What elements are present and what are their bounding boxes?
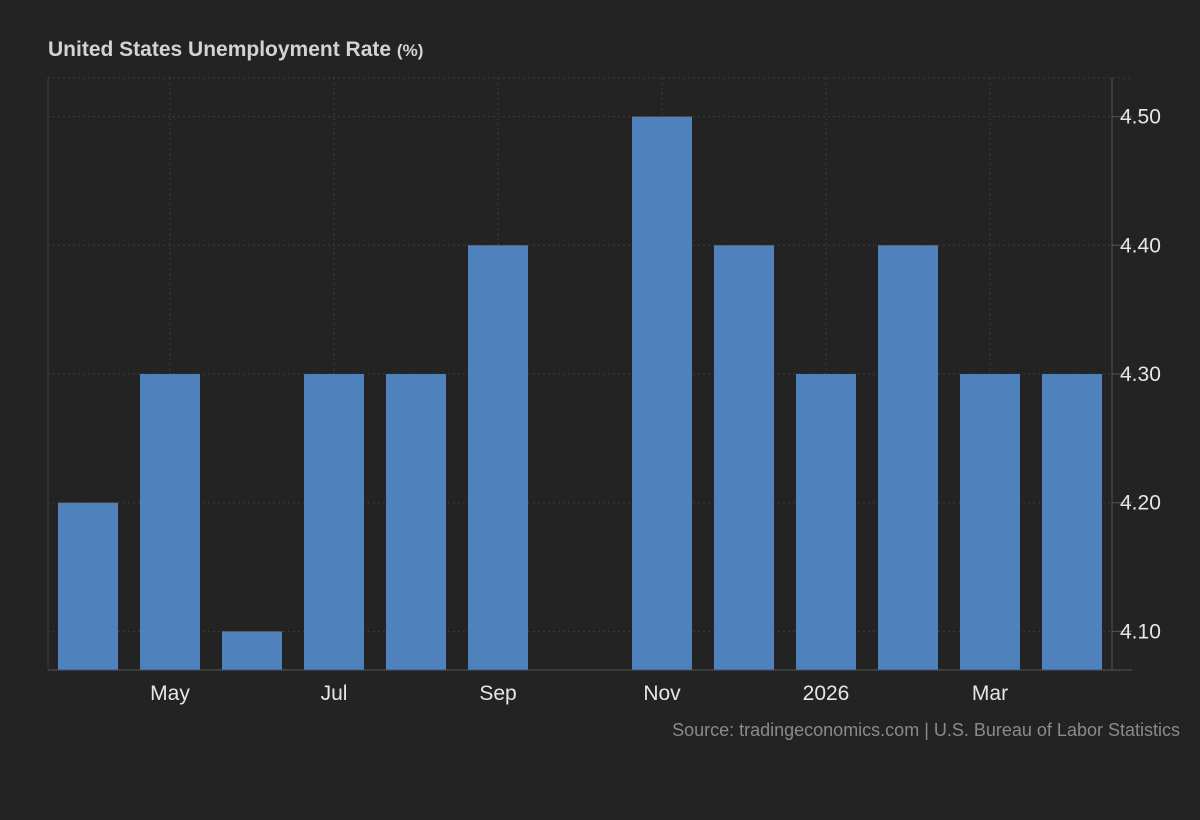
x-tick-label: May: [150, 682, 190, 705]
chart-title-unit: (%): [396, 41, 424, 60]
x-tick-label: 2026: [803, 682, 850, 705]
x-tick-label: Nov: [643, 682, 681, 705]
chart-title-text: United States Unemployment Rate: [48, 38, 392, 61]
y-tick-label: 4.50: [1120, 106, 1161, 129]
chart-title: United States Unemployment Rate (%): [48, 38, 423, 62]
bar: [222, 631, 282, 670]
y-tick-label: 4.40: [1120, 234, 1161, 257]
bar: [878, 245, 938, 670]
bar: [960, 374, 1020, 670]
source-note: Source: tradingeconomics.com | U.S. Bure…: [672, 720, 1180, 740]
bar: [714, 245, 774, 670]
bar: [304, 374, 364, 670]
bar: [58, 502, 118, 670]
bar: [140, 374, 200, 670]
y-tick-label: 4.20: [1120, 492, 1161, 515]
x-tick-label: Sep: [479, 682, 516, 705]
x-tick-label: Mar: [972, 682, 1008, 705]
y-tick-label: 4.10: [1120, 620, 1161, 643]
x-tick-label: Jul: [321, 682, 348, 705]
bar: [632, 116, 692, 670]
bar: [1042, 374, 1102, 670]
y-tick-label: 4.30: [1120, 363, 1161, 386]
bar: [386, 374, 446, 670]
bar: [796, 374, 856, 670]
bar: [468, 245, 528, 670]
